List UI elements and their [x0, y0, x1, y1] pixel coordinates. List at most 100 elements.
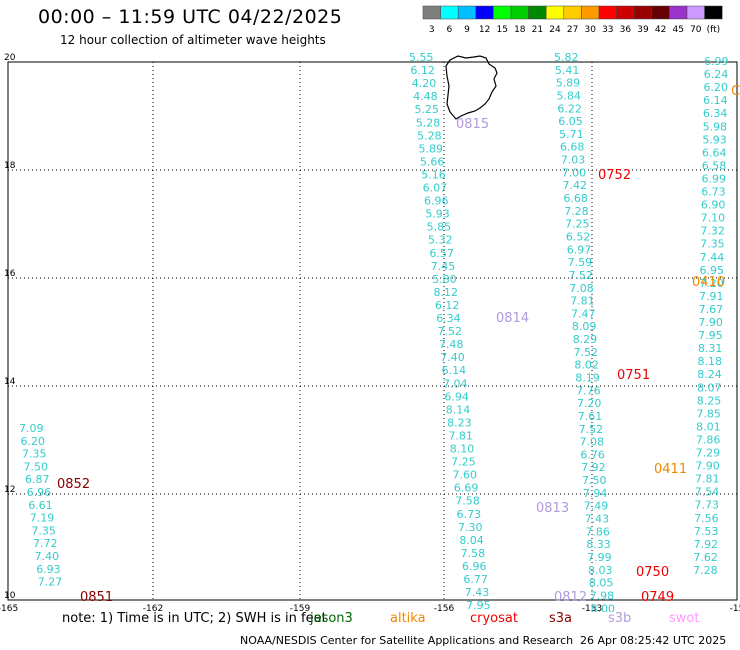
track-value-label: 7.91 [699, 290, 724, 303]
track-value-label: 8.25 [697, 394, 722, 407]
legend-s3a: s3a [549, 611, 573, 626]
track-value-label: 5.89 [556, 77, 581, 90]
track-value-label: 8.14 [446, 403, 471, 416]
legend-s3b: s3b [608, 611, 632, 626]
pass-time-label: 0750 [636, 565, 669, 580]
footer: NOAA/NESDIS Center for Satellite Applica… [0, 634, 740, 650]
track-value-label: 7.52 [438, 325, 463, 338]
track-value-label: 7.48 [439, 338, 464, 351]
track-value-label: 6.95 [700, 264, 725, 277]
track-value-label: 5.93 [702, 133, 727, 146]
track-value-label: 5.55 [409, 51, 434, 64]
track-value-label: 8.24 [697, 368, 722, 381]
track-value-label: 5.89 [419, 142, 444, 155]
colorbar-label: 45 [672, 25, 683, 35]
track-value-label: 6.76 [580, 448, 605, 461]
colorbar-label: 9 [464, 25, 470, 35]
track-value-label: 6.96 [462, 560, 487, 573]
track-value-label: 8.18 [698, 355, 723, 368]
track-value-label: 7.81 [695, 473, 720, 486]
track-value-label: 7.28 [693, 564, 718, 577]
track-value-label: 7.50 [582, 474, 607, 487]
track-value-label: 7.25 [451, 456, 476, 469]
colorbar-legend: 3 6 9 12 15 18 21 24 27 30 33 36 39 42 45 70 (ft) [422, 5, 723, 35]
track-value-label: 8.12 [433, 286, 458, 299]
track-value-label: 6.61 [28, 499, 53, 512]
colorbar-label: 30 [584, 25, 596, 35]
track-value-label: 6.34 [703, 107, 728, 120]
track-value-label: 7.40 [35, 550, 60, 563]
track-value-label: 7.19 [30, 512, 55, 525]
track-value-label: 7.98 [590, 589, 615, 602]
track-value-label: 5.71 [559, 128, 584, 141]
track-value-label: 8.01 [696, 420, 721, 433]
track-value-label: 5.28 [416, 116, 441, 129]
colorbar-label: 15 [496, 25, 507, 35]
track-value-label: 7.94 [583, 487, 608, 500]
track-value-label: 7.27 [38, 576, 63, 589]
track-value-label: 6.73 [457, 508, 482, 521]
track-value-label: 7.44 [700, 251, 725, 264]
colorbar-label: 3 [429, 25, 435, 35]
track-value-label: 6.87 [25, 473, 50, 486]
track-value-label: 8.00 [591, 602, 616, 612]
track-value-label: 7.92 [694, 538, 719, 551]
track-value-label: 5.28 [417, 129, 442, 142]
legend-row: note: 1) Time is in UTC; 2) SWH is in fe… [0, 611, 740, 629]
track-value-label: 7.95 [466, 599, 491, 612]
latitude-tick-label: 18 [4, 161, 16, 171]
track-value-label: 7.20 [699, 277, 724, 290]
track-value-label: 7.62 [693, 551, 718, 564]
colorbar-label: (ft) [707, 25, 721, 35]
colorbar-swatch [704, 5, 723, 20]
longitude-tick-label: -156 [434, 604, 455, 612]
legend-swot: swot [669, 611, 700, 626]
track-value-label: 8.05 [589, 577, 614, 590]
track-value-label: 6.24 [704, 68, 729, 81]
latitude-tick-label: 12 [4, 485, 15, 495]
track-value-label: 7.58 [461, 547, 486, 560]
colorbar-label: 70 [690, 25, 702, 35]
track-value-label: 4.20 [412, 77, 437, 90]
track-value-label: 7.60 [453, 469, 478, 482]
track-value-label: 6.97 [567, 243, 592, 256]
track-value-label: 5.82 [554, 51, 579, 64]
track-value-label: 7.35 [700, 238, 725, 251]
track-value-label: 7.67 [699, 303, 724, 316]
colorbar-label: 6 [447, 25, 453, 35]
track-value-label: 8.29 [573, 333, 598, 346]
track-value-label: 7.29 [696, 447, 721, 460]
track-value-label: 7.90 [695, 460, 720, 473]
pass-time-label: 0852 [57, 477, 90, 492]
track-value-label: 5.85 [427, 221, 452, 234]
track-value-label: 5.80 [432, 273, 457, 286]
big-island-coastline [445, 55, 498, 120]
track-value-label: 8.07 [697, 381, 722, 394]
track-value-label: 6.64 [702, 146, 727, 159]
colorbar-label: 24 [549, 25, 561, 35]
track-value-label: 7.85 [696, 407, 721, 420]
track-value-label: 8.31 [698, 342, 723, 355]
track-value-label: 8.10 [450, 443, 475, 456]
track-value-label: 7.90 [698, 316, 723, 329]
track-value-label: 8.04 [459, 534, 484, 547]
track-value-label: 6.69 [454, 482, 479, 495]
track-value-label: 6.07 [423, 182, 448, 195]
track-value-label: 6.12 [410, 64, 435, 77]
colorbar-label: 39 [637, 25, 649, 35]
footer-timestamp: 26 Apr 08:25:42 UTC 2025 [580, 634, 727, 647]
colorbar-label: 33 [602, 25, 613, 35]
track-value-label: 6.96 [424, 195, 449, 208]
map-title: 00:00 – 11:59 UTC 04/22/2025 [38, 6, 343, 28]
track-value-label: 7.52 [568, 269, 593, 282]
track-value-label: 5.41 [555, 64, 580, 77]
track-value-label: 8.09 [572, 320, 597, 333]
pass-time-label: C [731, 84, 740, 99]
track-value-label: 7.08 [580, 436, 605, 449]
track-value-label: 6.73 [701, 186, 726, 199]
track-value-label: 7.76 [576, 384, 601, 397]
track-value-label: 7.08 [569, 282, 594, 295]
track-value-label: 6.57 [429, 247, 454, 260]
pass-time-label: 0812 [554, 590, 587, 605]
track-value-label: 5.32 [428, 234, 453, 247]
